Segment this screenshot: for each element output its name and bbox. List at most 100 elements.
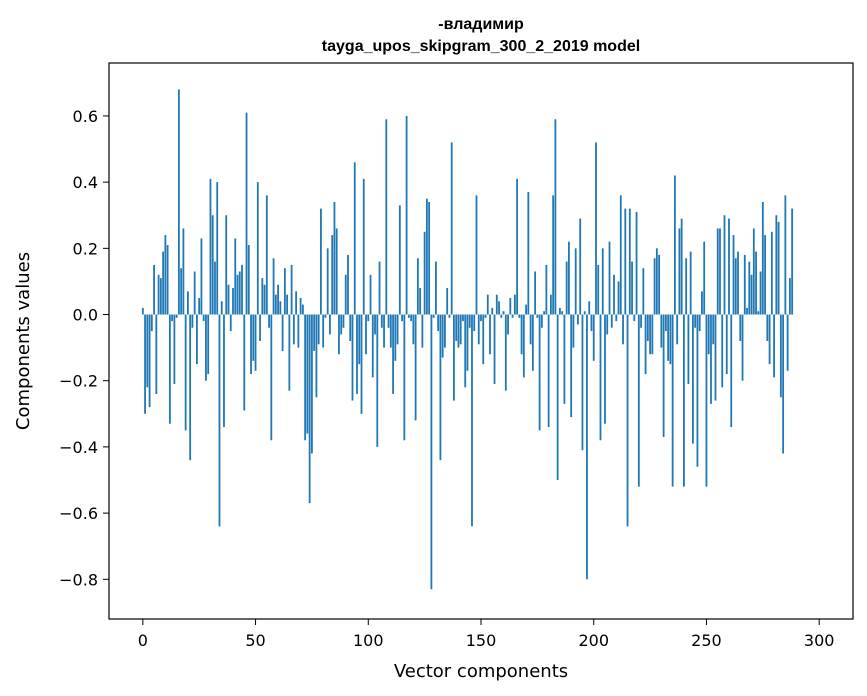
bar-131 (437, 314, 440, 332)
bar-161 (504, 314, 507, 391)
bar-111 (392, 314, 394, 394)
bar-63 (283, 268, 286, 315)
bar-122 (416, 258, 419, 315)
bar-180 (547, 314, 550, 428)
bar-146 (471, 314, 473, 527)
y-tick-label: 0.6 (73, 107, 98, 126)
bar-141 (459, 314, 462, 345)
bar-166 (516, 178, 518, 315)
bar-188 (565, 261, 568, 315)
bar-261 (730, 314, 733, 428)
bar-88 (340, 314, 343, 335)
bar-174 (534, 271, 537, 315)
bar-162 (507, 314, 509, 335)
bar-61 (279, 301, 282, 315)
bar-144 (466, 314, 469, 371)
bar-128 (430, 314, 433, 590)
bar-73 (306, 314, 309, 434)
bar-279 (770, 231, 773, 315)
bar-84 (331, 235, 334, 315)
bar-113 (396, 314, 399, 345)
bar-236 (673, 175, 676, 315)
x-axis-ticks: 0 50 100 150 200 250 300 (138, 619, 835, 650)
bar-114 (398, 205, 401, 315)
bar-123 (419, 288, 422, 315)
bar-71 (301, 304, 304, 315)
bar-136 (448, 314, 451, 318)
bar-148 (475, 195, 478, 315)
bar-244 (692, 314, 694, 444)
bar-124 (421, 314, 424, 348)
bar-258 (723, 215, 726, 315)
bar-240 (683, 314, 685, 487)
bar-38 (227, 284, 230, 315)
bar-191 (572, 314, 575, 348)
bar-235 (671, 314, 674, 487)
bar-222 (642, 268, 645, 315)
bar-53 (261, 278, 264, 315)
bar-129 (432, 314, 435, 318)
bar-182 (552, 195, 555, 315)
bar-135 (446, 288, 449, 315)
bar-19 (184, 314, 187, 431)
bar-137 (450, 142, 453, 315)
bar-205 (604, 314, 606, 424)
bar-142 (462, 314, 464, 322)
bar-25 (198, 297, 201, 315)
bar-179 (545, 264, 548, 315)
x-tick-label: 200 (578, 631, 609, 650)
bar-3 (148, 314, 151, 408)
bar-286 (786, 314, 789, 371)
x-tick-label: 300 (804, 631, 835, 650)
bar-100 (367, 314, 370, 322)
bar-47 (247, 245, 250, 315)
bar-4 (150, 314, 153, 332)
bar-197 (586, 314, 588, 580)
bar-118 (407, 314, 410, 318)
bar-259 (725, 314, 728, 375)
bar-263 (734, 258, 737, 315)
bar-62 (281, 314, 284, 351)
bar-83 (329, 314, 331, 335)
bar-8 (159, 278, 162, 315)
bar-184 (556, 314, 559, 480)
bar-170 (525, 304, 527, 315)
bar-31 (211, 215, 214, 315)
bar-121 (414, 314, 417, 421)
bar-5 (153, 264, 155, 315)
bar-232 (664, 314, 667, 332)
bar-27 (202, 314, 205, 322)
bar-134 (444, 314, 446, 348)
bar-58 (272, 258, 275, 315)
bar-85 (333, 202, 336, 315)
bar-274 (759, 271, 762, 315)
x-tick-label: 50 (245, 631, 265, 650)
bar-255 (716, 228, 719, 315)
bar-243 (689, 251, 692, 315)
bar-285 (784, 195, 787, 315)
bar-225 (649, 314, 651, 355)
bar-78 (317, 314, 320, 345)
bar-186 (561, 311, 564, 315)
bar-268 (746, 307, 748, 315)
bar-216 (628, 208, 631, 315)
bar-107 (383, 314, 385, 348)
bar-65 (288, 314, 291, 391)
bar-266 (741, 314, 744, 381)
bar-230 (660, 314, 663, 348)
bar-7 (157, 274, 160, 315)
bar-36 (223, 314, 225, 428)
bar-0 (141, 307, 144, 315)
bar-257 (721, 314, 724, 388)
bar-167 (518, 314, 521, 318)
bar-51 (256, 182, 259, 315)
bar-90 (344, 274, 347, 315)
bar-34 (218, 314, 221, 527)
bar-214 (624, 208, 627, 315)
bar-281 (775, 215, 778, 315)
bar-156 (493, 314, 496, 385)
bar-288 (791, 208, 794, 315)
bar-77 (315, 314, 318, 398)
bar-163 (509, 297, 512, 315)
bar-12 (168, 314, 171, 424)
